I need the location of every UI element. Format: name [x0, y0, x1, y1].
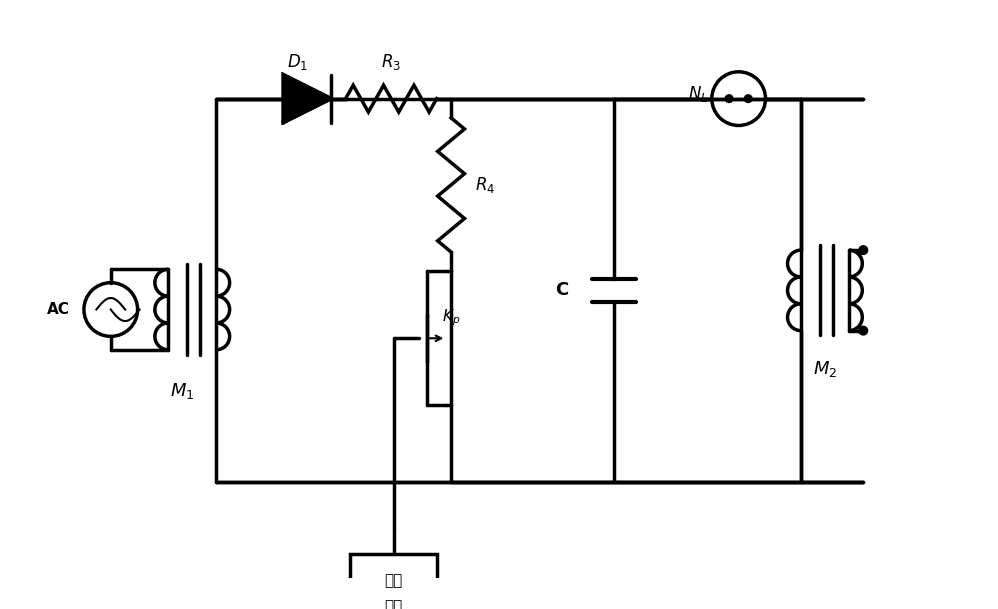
- Circle shape: [745, 95, 752, 102]
- Text: 电路: 电路: [384, 599, 402, 609]
- Text: 控制: 控制: [384, 573, 402, 588]
- Text: $D_1$: $D_1$: [287, 52, 308, 72]
- Circle shape: [859, 246, 867, 255]
- Text: $N_L$: $N_L$: [689, 84, 709, 104]
- Text: AC: AC: [47, 302, 70, 317]
- Text: $K_p$: $K_p$: [442, 307, 460, 328]
- Text: $M_1$: $M_1$: [171, 381, 195, 401]
- Text: $R_3$: $R_3$: [381, 52, 401, 72]
- Text: C: C: [555, 281, 568, 300]
- Text: $M_2$: $M_2$: [812, 359, 837, 379]
- Circle shape: [726, 95, 733, 102]
- Bar: [350, 554, 437, 609]
- Polygon shape: [283, 75, 331, 122]
- Text: $R_4$: $R_4$: [474, 175, 495, 195]
- Circle shape: [859, 326, 867, 335]
